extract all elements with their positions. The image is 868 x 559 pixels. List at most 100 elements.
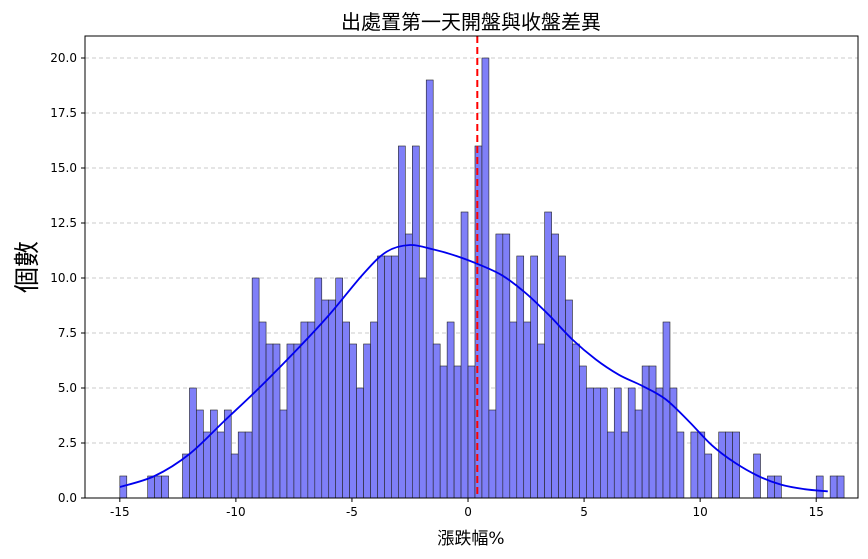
- histogram-bar: [349, 343, 357, 499]
- histogram-bar: [196, 409, 204, 499]
- histogram-bar: [523, 321, 531, 499]
- histogram-bar: [704, 453, 713, 499]
- histogram-bar: [767, 475, 775, 499]
- histogram-bar: [203, 431, 211, 499]
- histogram-bar: [544, 211, 552, 499]
- histogram-bar: [593, 387, 601, 499]
- histogram-bar: [363, 343, 371, 499]
- histogram-bar: [370, 321, 378, 499]
- histogram-bar: [453, 365, 462, 499]
- histogram-bar: [210, 409, 218, 499]
- histogram-bar: [600, 387, 608, 499]
- histogram-bar: [606, 431, 615, 499]
- histogram-bar: [432, 343, 441, 499]
- kde-curve: [119, 244, 828, 493]
- histogram-bar: [293, 343, 302, 499]
- histogram-bars: [119, 57, 845, 499]
- histogram-bar: [258, 321, 267, 499]
- histogram-bar: [718, 431, 726, 499]
- x-tick-label: 0: [464, 505, 472, 519]
- x-tick-label: -10: [226, 505, 246, 519]
- histogram-bar: [836, 475, 845, 499]
- histogram-bar: [467, 365, 476, 499]
- histogram-bar: [481, 57, 490, 499]
- histogram-bar: [474, 145, 483, 499]
- histogram-bar: [300, 321, 309, 499]
- histogram-bar: [829, 475, 838, 499]
- histogram-bar: [356, 387, 364, 499]
- y-tick-label: 2.5: [58, 436, 77, 450]
- histogram-bar: [244, 431, 253, 499]
- y-tick-label: 17.5: [50, 106, 77, 120]
- histogram-bar: [223, 409, 232, 499]
- histogram-bar: [321, 299, 330, 499]
- x-tick-label: 5: [580, 505, 588, 519]
- histogram-bar: [412, 145, 420, 499]
- histogram-bar: [725, 431, 733, 499]
- histogram-bar: [217, 431, 225, 499]
- histogram-bar: [579, 365, 587, 499]
- y-tick-label: 12.5: [50, 216, 77, 230]
- x-tick-label: -15: [110, 505, 130, 519]
- histogram-bar: [774, 475, 782, 499]
- histogram-bar: [314, 277, 323, 499]
- histogram-bar: [328, 299, 337, 499]
- y-axis-ticks: 0.0 2.5 5.0 7.5 10.0 12.5 15.0 17.5 20.0: [50, 51, 85, 505]
- histogram-bar: [425, 79, 434, 499]
- histogram-bar: [655, 387, 664, 499]
- histogram-bar: [446, 321, 455, 499]
- y-tick-label: 15.0: [50, 161, 77, 175]
- histogram-bar: [384, 255, 392, 499]
- histogram-bar: [335, 277, 343, 499]
- chart-title: 出處置第一天開盤與收盤差異: [341, 10, 601, 34]
- histogram-bar: [620, 431, 629, 499]
- y-tick-label: 10.0: [50, 271, 77, 285]
- x-tick-label: -5: [346, 505, 358, 519]
- histogram-bar: [161, 475, 169, 499]
- histogram-bar: [551, 233, 559, 499]
- y-tick-label: 20.0: [50, 51, 77, 65]
- histogram-bar: [265, 343, 274, 499]
- x-axis-ticks: -15 -10 -5 0 5 10 15: [110, 498, 824, 519]
- histogram-bar: [342, 321, 350, 499]
- histogram-bar: [418, 277, 427, 499]
- histogram-bar: [237, 431, 246, 499]
- histogram-bar: [648, 365, 657, 499]
- y-tick-label: 7.5: [58, 326, 77, 340]
- histogram-bar: [502, 233, 511, 499]
- histogram-bar: [377, 255, 385, 499]
- histogram-bar: [815, 475, 824, 499]
- histogram-bar: [398, 145, 406, 499]
- histogram-bar: [586, 387, 594, 499]
- histogram-bar: [572, 343, 580, 499]
- histogram-bar: [391, 255, 399, 499]
- histogram-bar: [676, 431, 685, 499]
- y-axis-label: 個數: [13, 241, 43, 293]
- plot-frame: [84, 35, 859, 499]
- histogram-bar: [189, 387, 197, 499]
- histogram-bar: [516, 255, 525, 499]
- x-tick-label: 15: [809, 505, 824, 519]
- histogram-bar: [530, 255, 538, 499]
- y-tick-label: 5.0: [58, 381, 77, 395]
- y-tick-label: 0.0: [58, 491, 77, 505]
- histogram-bar: [405, 233, 413, 499]
- histogram-bar: [230, 453, 239, 499]
- histogram-bar: [154, 475, 162, 499]
- histogram-bar: [634, 409, 643, 499]
- histogram-bar: [565, 299, 573, 499]
- x-tick-label: 10: [693, 505, 708, 519]
- histogram-bar: [662, 321, 671, 499]
- histogram-bar: [439, 365, 448, 499]
- x-axis-label: 漲跌幅%: [437, 529, 504, 549]
- histogram-bar: [613, 387, 622, 499]
- histogram-bar: [182, 453, 190, 499]
- histogram-bar: [307, 321, 316, 499]
- histogram-bar: [537, 343, 545, 499]
- histogram-bar: [627, 387, 636, 499]
- histogram-bar: [509, 321, 518, 499]
- histogram-bar: [558, 255, 566, 499]
- histogram-bar: [460, 211, 469, 499]
- histogram-bar: [697, 431, 706, 499]
